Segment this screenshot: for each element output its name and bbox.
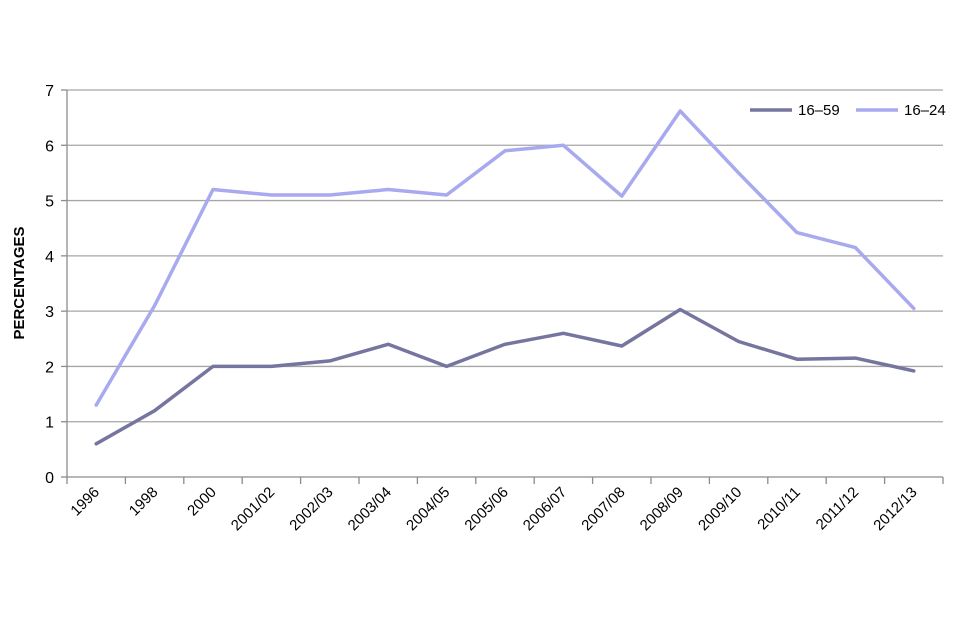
y-tick-label: 4 xyxy=(45,249,54,266)
y-tick-label: 0 xyxy=(45,470,54,487)
x-tick-label: 2003/04 xyxy=(345,484,395,534)
legend-entry: 16–24 xyxy=(904,102,946,119)
y-tick-labels: 0 1 2 3 4 5 6 7 xyxy=(45,83,54,487)
x-tick-label: 2004/05 xyxy=(403,484,453,534)
x-tick-label: 2010/11 xyxy=(754,484,804,534)
x-tick-label: 2005/06 xyxy=(461,484,511,534)
y-tick-label: 5 xyxy=(45,194,54,211)
series-lines xyxy=(94,109,916,446)
grid-lines xyxy=(67,89,943,423)
y-tick-label: 2 xyxy=(45,359,54,376)
x-tick-label: 1996 xyxy=(67,484,103,520)
x-tick-label: 2000 xyxy=(184,484,220,520)
y-tick-label: 3 xyxy=(45,304,54,321)
y-tick-label: 7 xyxy=(45,83,54,100)
legend: 16–59 16–24 xyxy=(750,102,946,119)
axes xyxy=(61,89,944,484)
x-tick-labels: 1996 1998 2000 2001/02 2002/03 2003/04 2004/05… xyxy=(67,484,920,534)
x-tick-label: 2002/03 xyxy=(286,484,336,534)
x-tick-label: 2012/13 xyxy=(870,484,920,534)
y-tick-label: 6 xyxy=(45,138,54,155)
x-tick-label: 1998 xyxy=(126,484,162,520)
x-tick-label: 2009/10 xyxy=(695,484,745,534)
y-axis-label: PERCENTAGES xyxy=(11,226,28,339)
x-tick-label: 2001/02 xyxy=(228,484,278,534)
y-tick-label: 1 xyxy=(45,415,54,432)
series-line-1 xyxy=(94,109,916,407)
x-tick-label: 2011/12 xyxy=(813,484,863,534)
x-tick-label: 2006/07 xyxy=(520,484,570,534)
x-tick-label: 2007/08 xyxy=(578,484,628,534)
legend-entry: 16–59 xyxy=(798,102,840,119)
x-tick-label: 2008/09 xyxy=(637,484,687,534)
series-line-0 xyxy=(94,307,916,446)
